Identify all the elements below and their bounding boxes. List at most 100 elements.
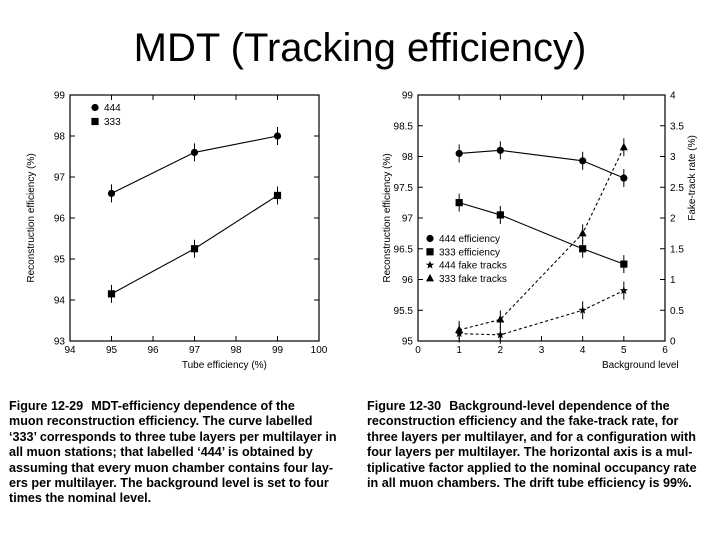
right-y2tick-label-1: 0.5 (670, 306, 684, 317)
caption-left-line-0: Figure 12-29 MDT-efficiency dependence of… (9, 399, 295, 413)
right-series-1-line (459, 202, 625, 265)
left-plot-frame (69, 94, 320, 342)
caption-left-line-2: ‘333’ corresponds to three tube layers p… (9, 429, 337, 444)
caption-right-line-3: four layers per multilayer. The horizont… (367, 445, 693, 460)
right-legend-label-0: 444 efficiency (439, 234, 500, 245)
right-series-0-point-1 (496, 146, 504, 154)
right-xtick-label-1: 1 (456, 345, 462, 356)
right-series-1-point-3 (620, 260, 628, 268)
left-ytick-label-2: 95 (54, 255, 66, 266)
caption-right: Figure 12-30 Background-level dependence … (367, 399, 713, 491)
right-series-3-point-1 (496, 314, 505, 323)
right-y2tick-label-5: 2.5 (670, 183, 684, 194)
caption-right-line-5: in all muon chambers. The drift tube eff… (367, 476, 692, 491)
left-ytick-label-3: 96 (54, 214, 66, 225)
left-xtick-label-0: 94 (64, 345, 76, 356)
caption-left-line-6: times the nominal level. (9, 491, 152, 506)
right-ytick-label-8: 99 (402, 91, 414, 102)
left-series-0-point-0 (107, 189, 116, 197)
caption-right-line-2: three layers per multilayer, and for a c… (367, 429, 696, 444)
right-y2label: Fake-track rate (%) (687, 135, 698, 221)
right-series-3-point-2 (578, 228, 587, 237)
right-y2tick-label-7: 3.5 (670, 121, 684, 132)
left-series-0-point-1 (190, 148, 199, 156)
caption-right-line-0: Figure 12-30 Background-level dependence … (367, 399, 670, 413)
left-xtick-label-1: 95 (106, 345, 118, 356)
right-series-0-line (459, 149, 625, 179)
right-xtick-label-4: 4 (580, 345, 586, 356)
left-legend-label-0: 444 (104, 103, 121, 114)
right-legend-marker-3 (426, 273, 434, 282)
slide-title: MDT (Tracking efficiency) (133, 26, 587, 70)
left-xtick-label-3: 97 (189, 345, 201, 356)
right-ytick-label-1: 95.5 (394, 306, 414, 317)
left-xtick-label-2: 96 (147, 345, 159, 356)
right-ytick-label-5: 97.5 (394, 183, 414, 194)
left-ytick-label-6: 99 (54, 91, 66, 102)
right-ytick-label-4: 97 (402, 214, 414, 225)
left-xtick-label-5: 99 (272, 345, 284, 356)
left-ytick-label-0: 93 (54, 337, 66, 348)
left-series-0-point-2 (273, 132, 282, 140)
right-ytick-label-3: 96.5 (394, 244, 414, 255)
left-legend-marker-1 (91, 117, 99, 126)
left-ytick-label-1: 94 (54, 296, 66, 307)
right-plot-frame (417, 94, 666, 342)
right-ytick-label-7: 98.5 (394, 121, 414, 132)
right-series-2-point-3 (619, 286, 629, 295)
right-series-1-point-1 (496, 211, 504, 219)
caption-left-line-4: assuming that every muon chamber contain… (9, 460, 334, 475)
left-ytick-label-5: 98 (54, 132, 66, 143)
right-xtick-label-3: 3 (539, 345, 545, 356)
right-series-3-line (459, 147, 625, 331)
left-xtick-label-6: 100 (311, 345, 328, 356)
right-legend-label-2: 444 fake tracks (439, 261, 507, 272)
right-series-1-point-0 (455, 199, 463, 207)
left-ytick-label-4: 97 (54, 173, 66, 184)
caption-left-line-5: ers per multilayer. The background level… (9, 476, 329, 491)
right-legend-label-3: 333 fake tracks (439, 274, 507, 285)
right-y2tick-label-2: 1 (670, 275, 676, 286)
right-series-0-point-2 (579, 157, 587, 165)
left-ylabel: Reconstruction efficiency (%) (26, 153, 37, 282)
right-ytick-label-6: 98 (402, 152, 414, 163)
left-xtick-label-4: 98 (230, 345, 242, 356)
left-xlabel: Tube efficiency (%) (182, 360, 267, 371)
right-series-3-point-0 (455, 325, 464, 333)
left-series-1-point-2 (273, 191, 282, 200)
caption-right-line-1: reconstruction efficiency and the fake-t… (367, 414, 679, 429)
caption-right-label: Figure 12-30 (367, 399, 442, 413)
right-y2tick-label-3: 1.5 (670, 244, 684, 255)
right-series-2-point-2 (578, 305, 587, 314)
right-legend-marker-2 (425, 260, 435, 269)
left-series-1-point-1 (190, 245, 199, 253)
right-ytick-label-2: 96 (402, 275, 414, 286)
caption-left-label: Figure 12-29 (9, 399, 84, 413)
right-y2tick-label-6: 3 (670, 152, 676, 163)
right-series-2-point-1 (496, 330, 505, 339)
right-legend-marker-1 (426, 248, 434, 256)
caption-left-line-1: muon reconstruction efficiency. The curv… (9, 414, 313, 429)
left-series-1-point-0 (107, 290, 116, 298)
caption-left: Figure 12-29 MDT-efficiency dependence of… (9, 399, 354, 507)
right-y2tick-label-0: 0 (670, 337, 676, 348)
right-y2tick-label-4: 2 (670, 214, 676, 225)
caption-right-line-4: tiplicative factor applied to the nomina… (367, 460, 697, 475)
right-series-0-point-0 (455, 149, 463, 158)
right-ylabel: Reconstruction efficiency (%) (382, 153, 393, 282)
right-xtick-label-0: 0 (415, 345, 421, 356)
left-legend-label-1: 333 (104, 117, 121, 128)
right-series-0-point-3 (620, 174, 628, 182)
right-legend-label-1: 333 efficiency (439, 247, 500, 258)
right-xtick-label-2: 2 (498, 345, 504, 356)
right-series-1-point-2 (579, 245, 587, 253)
caption-left-line-3: all muon stations; that labelled ‘444’ i… (9, 445, 313, 460)
right-xtick-label-5: 5 (621, 345, 627, 356)
left-legend-marker-0 (91, 103, 99, 112)
right-series-3-point-3 (619, 142, 628, 151)
right-series-2-line (459, 290, 625, 336)
right-y2tick-label-8: 4 (670, 91, 676, 102)
right-legend-marker-0 (426, 234, 434, 243)
right-xlabel: Background level (602, 360, 679, 371)
